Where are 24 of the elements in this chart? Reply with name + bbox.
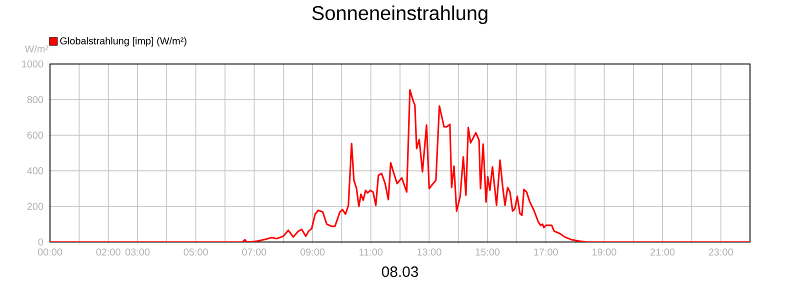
chart-title: Sonneneinstrahlung — [312, 6, 488, 24]
x-tick-label: 23:00 — [708, 248, 733, 256]
y-tick-label: 800 — [27, 96, 44, 104]
x-tick-label: 05:00 — [184, 248, 208, 256]
y-tick-label: 1000 — [22, 60, 44, 68]
x-tick-label: 11:00 — [360, 248, 383, 256]
x-tick-label: 17:00 — [534, 248, 558, 256]
x-tick-label: 15:00 — [476, 248, 500, 256]
x-tick-label: 00:00 — [38, 248, 62, 256]
legend-label: Globalstrahlung [imp] (W/m²) — [60, 37, 186, 46]
x-tick-label: 09:00 — [300, 248, 325, 256]
y-tick-label: 600 — [27, 132, 44, 139]
x-tick-label: 02:00 — [96, 248, 120, 256]
x-tick-label: 03:00 — [125, 248, 150, 256]
line-series — [50, 89, 750, 242]
y-axis-title: W/m² — [24, 45, 48, 52]
x-tick-label: 19:00 — [592, 248, 616, 256]
x-tick-label: 21:00 — [650, 248, 675, 256]
y-tick-label: 0 — [38, 238, 44, 246]
x-tick-label: 13:00 — [417, 248, 442, 256]
x-tick-label: 07:00 — [242, 248, 266, 256]
y-tick-label: 400 — [27, 167, 44, 174]
y-tick-label: 200 — [27, 202, 44, 210]
x-axis-title: 08.03 — [382, 266, 418, 277]
